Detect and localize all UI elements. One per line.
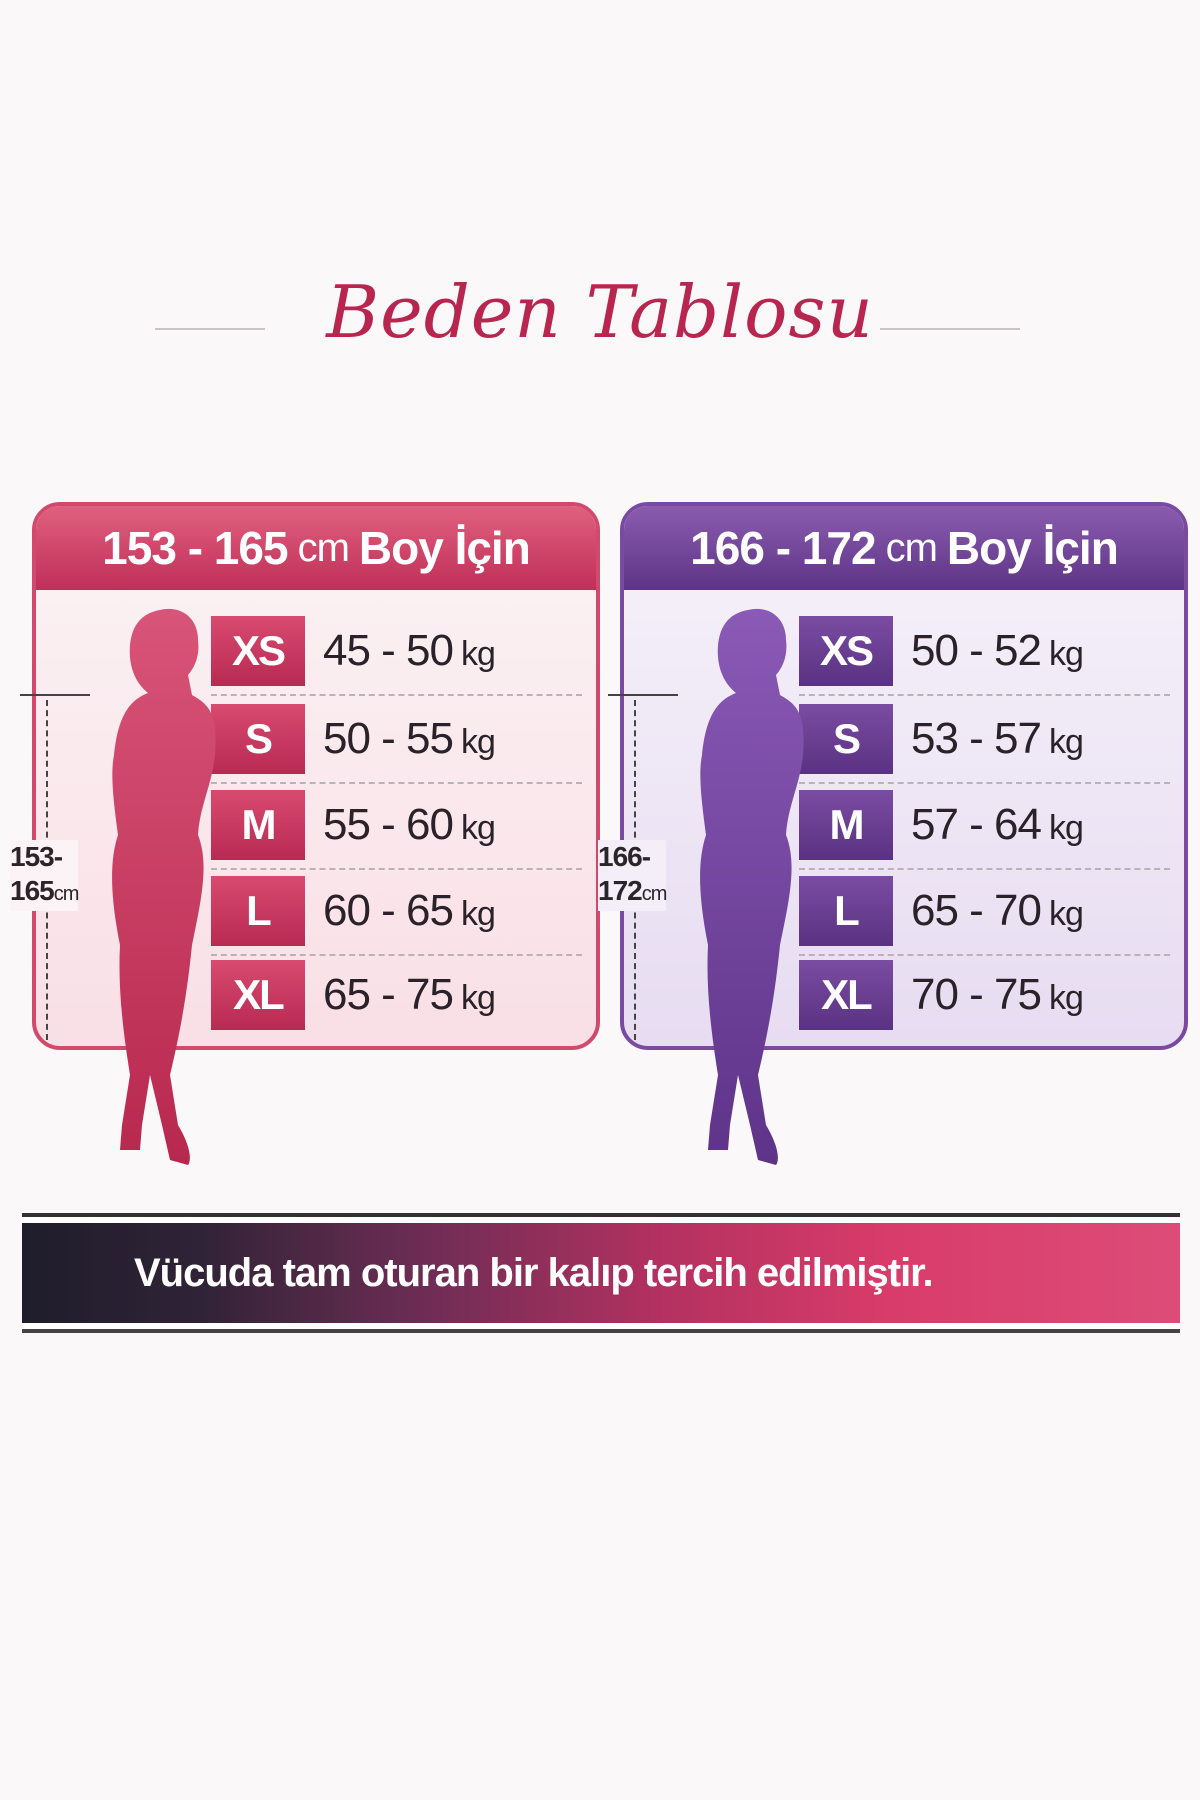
- size-badge: L: [211, 876, 305, 946]
- weight-value: 45 - 50: [323, 626, 454, 675]
- row-divider: [211, 868, 582, 870]
- title-divider-right: [880, 328, 1020, 330]
- weight-unit: kg: [460, 895, 496, 933]
- height-unit: cm: [297, 525, 350, 570]
- weight-value: 57 - 64: [911, 800, 1042, 849]
- size-row: M 55 - 60 kg: [211, 790, 582, 860]
- weight-range: 55 - 60 kg: [323, 800, 496, 850]
- size-rows: XS 45 - 50 kg S 50 - 55 kg M 55 - 60 kg L 6…: [36, 590, 596, 1046]
- height-label: 153- 165cm: [10, 840, 80, 911]
- height-label-bottom: 172: [598, 875, 643, 906]
- size-badge: XS: [211, 616, 305, 686]
- weight-range: 70 - 75 kg: [911, 970, 1084, 1020]
- height-label: 166- 172cm: [598, 840, 668, 911]
- weight-range: 45 - 50 kg: [323, 626, 496, 676]
- weight-unit: kg: [460, 979, 496, 1017]
- fit-note-banner: Vücuda tam oturan bir kalıp tercih edilm…: [22, 1217, 1180, 1329]
- size-row: XS 50 - 52 kg: [799, 616, 1170, 686]
- row-divider: [211, 954, 582, 956]
- weight-range: 65 - 75 kg: [323, 970, 496, 1020]
- size-badge: M: [211, 790, 305, 860]
- height-suffix: Boy İçin: [946, 522, 1119, 574]
- size-badge: L: [799, 876, 893, 946]
- weight-value: 53 - 57: [911, 714, 1042, 763]
- card-header: 166 - 172 cm Boy İçin: [624, 506, 1184, 590]
- height-suffix: Boy İçin: [358, 522, 531, 574]
- size-row: XS 45 - 50 kg: [211, 616, 582, 686]
- size-row: L 65 - 70 kg: [799, 876, 1170, 946]
- weight-unit: kg: [460, 809, 496, 847]
- weight-range: 57 - 64 kg: [911, 800, 1084, 850]
- weight-unit: kg: [1048, 635, 1084, 673]
- weight-unit: kg: [460, 723, 496, 761]
- height-marker-line: [608, 694, 678, 696]
- row-divider: [799, 954, 1170, 956]
- page-title: Beden Tablosu: [326, 270, 874, 354]
- height-marker-line: [20, 694, 90, 696]
- weight-range: 50 - 52 kg: [911, 626, 1084, 676]
- weight-unit: kg: [1048, 895, 1084, 933]
- row-divider: [799, 694, 1170, 696]
- weight-value: 70 - 75: [911, 970, 1042, 1019]
- weight-range: 53 - 57 kg: [911, 714, 1084, 764]
- weight-value: 50 - 52: [911, 626, 1042, 675]
- height-range: 153 - 165: [102, 522, 288, 574]
- weight-range: 65 - 70 kg: [911, 886, 1084, 936]
- size-badge: S: [799, 704, 893, 774]
- woman-silhouette-icon: [112, 608, 216, 1165]
- size-badge: M: [799, 790, 893, 860]
- size-row: S 50 - 55 kg: [211, 704, 582, 774]
- weight-value: 65 - 75: [323, 970, 454, 1019]
- size-badge: XL: [211, 960, 305, 1030]
- height-label-unit: cm: [53, 883, 80, 905]
- size-row: XL 65 - 75 kg: [211, 960, 582, 1030]
- fit-note-text: Vücuda tam oturan bir kalıp tercih edilm…: [134, 1250, 934, 1295]
- size-badge: S: [211, 704, 305, 774]
- size-row: L 60 - 65 kg: [211, 876, 582, 946]
- height-label-bottom: 165: [10, 875, 55, 906]
- weight-unit: kg: [1048, 979, 1084, 1017]
- weight-value: 65 - 70: [911, 886, 1042, 935]
- row-divider: [211, 694, 582, 696]
- size-badge: XS: [799, 616, 893, 686]
- weight-range: 60 - 65 kg: [323, 886, 496, 936]
- height-range: 166 - 172: [690, 522, 876, 574]
- size-row: M 57 - 64 kg: [799, 790, 1170, 860]
- weight-value: 60 - 65: [323, 886, 454, 935]
- height-label-top: 153-: [10, 841, 63, 872]
- size-rows: XS 50 - 52 kg S 53 - 57 kg M 57 - 64 kg L 6…: [624, 590, 1184, 1046]
- weight-value: 55 - 60: [323, 800, 454, 849]
- title-divider-left: [155, 328, 265, 330]
- height-label-unit: cm: [641, 883, 668, 905]
- height-label-top: 166-: [598, 841, 651, 872]
- size-row: S 53 - 57 kg: [799, 704, 1170, 774]
- weight-unit: kg: [1048, 723, 1084, 761]
- weight-range: 50 - 55 kg: [323, 714, 496, 764]
- row-divider: [211, 782, 582, 784]
- size-row: XL 70 - 75 kg: [799, 960, 1170, 1030]
- weight-unit: kg: [1048, 809, 1084, 847]
- row-divider: [799, 782, 1170, 784]
- weight-unit: kg: [460, 635, 496, 673]
- title-area: Beden Tablosu: [0, 260, 1200, 370]
- row-divider: [799, 868, 1170, 870]
- woman-silhouette-icon: [700, 608, 804, 1165]
- height-unit: cm: [885, 525, 938, 570]
- weight-value: 50 - 55: [323, 714, 454, 763]
- card-header: 153 - 165 cm Boy İçin: [36, 506, 596, 590]
- size-badge: XL: [799, 960, 893, 1030]
